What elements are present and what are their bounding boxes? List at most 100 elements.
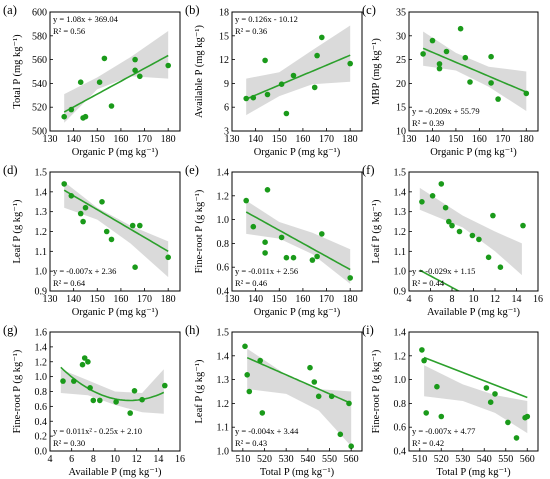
data-point: [61, 181, 67, 187]
confidence-band: [64, 181, 169, 278]
y-tick-label: 1.4: [35, 187, 48, 198]
data-point: [423, 410, 430, 416]
y-tick-label: 1.2: [394, 227, 407, 238]
panel-g: 4 6 8 10 12 14 16 0.0 0.2 0.4 0.6 0.8 1.0 1.2 1.4 1.6 Av…: [3, 323, 185, 478]
y-tick-label: 1.6: [35, 328, 48, 339]
y-tick-label: 9: [224, 79, 229, 90]
x-tick-label: 150: [272, 294, 287, 305]
fit-line: [419, 269, 461, 291]
y-tick-label: 1.5: [35, 168, 48, 179]
x-tick-label: 530: [455, 454, 470, 465]
panel-i: 510 520 530 540 550 560 0.4 0.6 0.8 1.0 1.2 1.4 Tota…: [362, 323, 539, 478]
data-point: [257, 357, 264, 364]
r-squared-text: R² = 0.43: [235, 438, 267, 448]
data-point: [420, 51, 426, 57]
data-point: [113, 399, 119, 405]
y-tick-label: 1.0: [35, 267, 48, 278]
x-axis-label: Organic P (mg kg⁻¹): [72, 147, 159, 158]
r-squared-text: R² = 0.46: [235, 278, 267, 288]
equation-text: y = 1.08x + 369.04: [53, 14, 119, 24]
x-tick-label: 12: [490, 294, 500, 305]
x-tick-label: 170: [137, 294, 152, 305]
confidence-band: [64, 31, 169, 123]
y-tick-label: 1.0: [217, 447, 230, 458]
data-point: [311, 84, 318, 91]
x-tick-label: 180: [161, 134, 176, 145]
data-point: [246, 388, 253, 395]
y-tick-label: 1.2: [394, 351, 407, 362]
x-tick-label: 540: [477, 454, 492, 465]
plot-frame: [408, 331, 539, 452]
y-tick-label: 1.5: [217, 328, 230, 339]
y-tick-label: 1.2: [35, 357, 48, 368]
data-point: [244, 372, 250, 378]
y-tick-label: 10: [396, 127, 406, 138]
data-point: [446, 218, 452, 225]
x-tick-label: 4: [48, 454, 53, 465]
data-point: [429, 37, 436, 44]
data-point: [290, 254, 297, 261]
data-point: [77, 210, 84, 217]
y-tick-label: 0.4: [35, 417, 48, 428]
y-tick-label: 18: [219, 8, 229, 19]
data-point: [165, 254, 171, 261]
data-point: [264, 187, 271, 193]
x-tick-label: 130: [402, 134, 417, 145]
r-squared-text: R² = 0.36: [235, 26, 267, 36]
panel-label: (d): [3, 163, 18, 177]
panel-c: 130 140 150 160 170 180 10 15 20 25 30 35 Organic P …: [362, 3, 539, 158]
data-point: [243, 197, 249, 204]
data-point: [68, 193, 75, 199]
y-tick-label: 0.2: [35, 432, 48, 443]
panel-label: (h): [185, 323, 200, 337]
data-point: [307, 364, 313, 371]
y-tick-label: 0.8: [217, 239, 230, 250]
x-tick-label: 150: [272, 134, 287, 145]
x-tick-label: 130: [43, 134, 58, 145]
y-tick-label: 1.0: [394, 267, 407, 278]
x-tick-label: 14: [512, 294, 522, 305]
data-point: [457, 25, 464, 32]
x-axis-label: Organic P (mg kg⁻¹): [430, 147, 517, 158]
x-tick-label: 170: [495, 134, 510, 145]
x-tick-label: 140: [66, 294, 81, 305]
y-axis-label: Leaf P (g kg⁻¹): [12, 199, 23, 263]
x-tick-label: 160: [295, 134, 310, 145]
data-point: [419, 199, 425, 205]
data-point: [485, 254, 492, 261]
y-tick-label: 1.1: [394, 247, 407, 258]
data-point: [96, 79, 103, 85]
x-tick-label: 160: [113, 134, 128, 145]
y-tick-label: 500: [32, 127, 47, 138]
data-point: [99, 199, 105, 205]
data-point: [250, 223, 257, 230]
y-tick-label: 1.1: [35, 247, 48, 258]
data-point: [314, 253, 320, 260]
data-point: [520, 222, 526, 229]
y-tick-label: 0.6: [35, 402, 48, 413]
x-tick-label: 520: [257, 454, 272, 465]
x-tick-label: 140: [425, 134, 440, 145]
data-point: [103, 228, 110, 235]
data-point: [162, 382, 168, 389]
x-tick-label: 560: [520, 454, 535, 465]
y-tick-label: 1.4: [35, 342, 48, 353]
data-point: [139, 396, 145, 403]
data-point: [434, 383, 440, 390]
y-axis-label: Total P (mg kg⁻¹): [12, 34, 23, 109]
equation-text: y = 0.011x² - 0.25x + 2.10: [53, 426, 142, 436]
fit-line: [63, 54, 169, 113]
data-point: [319, 34, 325, 41]
y-tick-label: 1.4: [394, 328, 407, 339]
data-point: [505, 419, 511, 426]
y-tick-label: 1.4: [394, 187, 407, 198]
confidence-band: [423, 31, 527, 111]
data-point: [283, 110, 290, 117]
y-axis-label: Fine-root P (g kg⁻¹): [12, 349, 23, 433]
y-tick-label: 560: [32, 55, 47, 66]
equation-text: y = -0.011x + 2.56: [235, 266, 298, 276]
confidence-band: [247, 348, 352, 447]
data-point: [71, 378, 77, 384]
x-tick-label: 6: [69, 454, 74, 465]
y-axis-label: Leaf P (g kg⁻¹): [194, 359, 205, 423]
